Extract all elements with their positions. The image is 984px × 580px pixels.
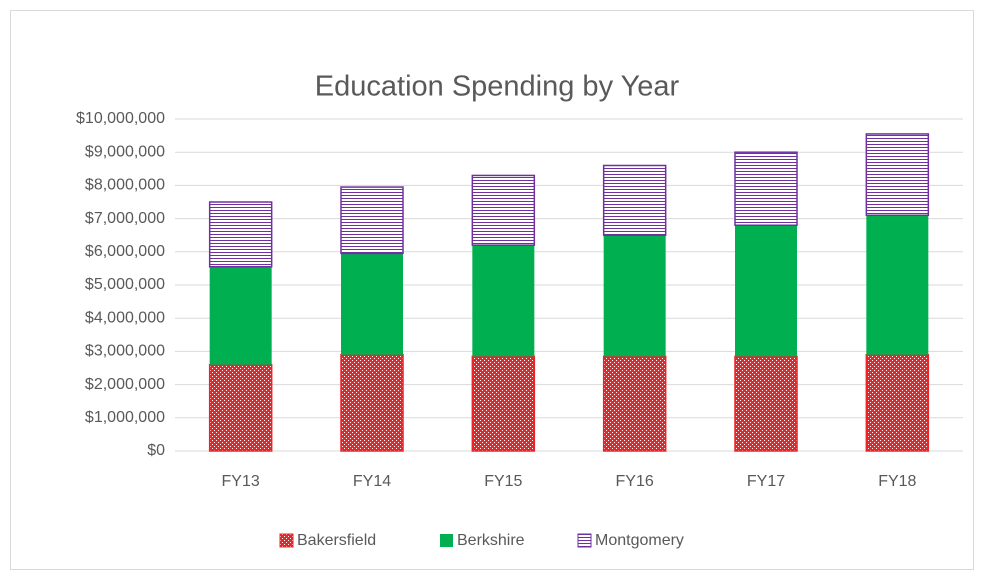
y-tick-label: $8,000,000 [85,177,165,194]
y-tick-label: $3,000,000 [85,343,165,360]
y-tick-label: $4,000,000 [85,309,165,326]
bar-segment [341,253,403,355]
bar-segment [208,201,273,268]
x-tick-label: FY13 [222,473,260,490]
legend-label: Montgomery [595,532,684,549]
bar-segment [602,355,667,452]
y-tick-label: $5,000,000 [85,276,165,293]
x-tick-label: FY16 [616,473,654,490]
y-tick-label: $7,000,000 [85,210,165,227]
bar-segment [735,225,797,357]
chart-title: Education Spending by Year [315,71,680,103]
x-tick-label: FY17 [747,473,785,490]
bar-segment [208,363,273,452]
legend-label: Bakersfield [297,532,376,549]
y-tick-label: $6,000,000 [85,243,165,260]
x-tick-label: FY15 [484,473,522,490]
bar-segment [865,353,930,452]
bar-segment [472,245,535,357]
bar-segment [866,215,929,355]
bar-segment [602,164,667,236]
y-tick-label: $2,000,000 [85,376,165,393]
bar-segment [734,355,798,452]
y-tick-label: $9,000,000 [85,143,165,160]
bar-segment [603,235,666,357]
y-tick-label: $10,000,000 [76,110,165,127]
bar-segment [471,174,536,246]
legend-swatch [279,533,294,548]
bar-segment [865,133,930,217]
bar-segment [340,353,404,452]
y-tick-label: $1,000,000 [85,409,165,426]
bar-segment [471,355,536,452]
legend-swatch [577,533,592,548]
legend-label: Berkshire [457,532,525,549]
x-tick-label: FY18 [878,473,916,490]
x-tick-label: FY14 [353,473,391,490]
bar-segment [734,151,798,226]
legend-swatch [440,534,453,547]
bar-segment [209,266,272,365]
y-tick-label: $0 [147,442,165,459]
bar-segment [340,186,404,255]
